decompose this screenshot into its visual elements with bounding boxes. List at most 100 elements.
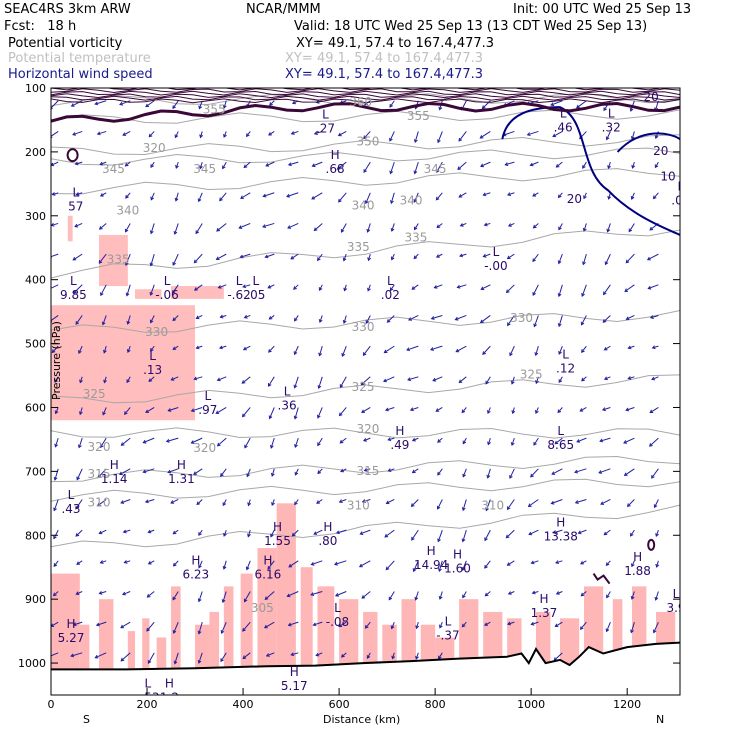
- wind-vector: [437, 529, 443, 543]
- wind-vector-head: [76, 476, 80, 481]
- wind-vector-shaft: [605, 253, 611, 265]
- wind-vector-shaft: [576, 437, 587, 443]
- wind-vector: [461, 560, 467, 572]
- wind-vector-shaft: [436, 223, 443, 228]
- y-tick-label: 500: [25, 338, 46, 351]
- wind-vector-head: [268, 349, 272, 353]
- extremum-value: .55: [57, 711, 76, 725]
- wind-vector-shaft: [624, 468, 635, 476]
- wind-vector-shaft: [385, 560, 395, 570]
- wind-vector-head: [149, 319, 154, 324]
- wind-vector-head: [149, 262, 154, 267]
- low-marker: L: [284, 384, 291, 398]
- wind-vector-shaft: [268, 131, 275, 136]
- wind-vector: [76, 468, 83, 481]
- isentrope-label: 355: [407, 109, 430, 123]
- wind-vector-shaft: [123, 529, 131, 533]
- wind-vector: [99, 192, 107, 197]
- wind-vector-shaft: [174, 131, 179, 138]
- wind-vector: [384, 529, 395, 538]
- wind-vector: [509, 345, 515, 357]
- wind-vector-shaft: [462, 437, 467, 444]
- wind-vector: [98, 590, 107, 595]
- wind-vector: [552, 131, 563, 138]
- wind-vector: [287, 161, 299, 167]
- wind-vector: [365, 315, 371, 325]
- wind-vector: [409, 406, 419, 412]
- wind-vector-head: [367, 287, 371, 292]
- wind-vector: [603, 284, 611, 296]
- wind-vector-shaft: [124, 407, 131, 415]
- wind-vector-shaft: [97, 130, 107, 135]
- wind-vector-head: [198, 532, 202, 536]
- wind-vector: [223, 131, 227, 138]
- wind-vector-head: [100, 444, 104, 449]
- wind-vector-head: [172, 346, 177, 350]
- isentrope-label: 345: [424, 162, 447, 176]
- wind-vector: [174, 131, 179, 139]
- wind-vector-head: [165, 438, 170, 443]
- wind-vector-shaft: [172, 253, 179, 266]
- wind-vector: [652, 192, 659, 200]
- wind-vector-shaft: [414, 223, 419, 230]
- wind-vector-shaft: [390, 161, 395, 174]
- wind-vector-shaft: [625, 253, 635, 264]
- wind-vector-head: [48, 287, 51, 290]
- wind-vector: [438, 560, 443, 573]
- wind-vector: [197, 652, 203, 664]
- wind-vector-shaft: [291, 130, 299, 135]
- wind-vector-shaft: [51, 131, 59, 137]
- wind-vector: [318, 284, 323, 292]
- wind-vector: [339, 376, 347, 389]
- wind-vector: [124, 223, 131, 233]
- wind-vector-shaft: [415, 652, 419, 660]
- wind-vector: [506, 499, 515, 511]
- wind-vector-head: [316, 500, 321, 504]
- wind-vector-shaft: [460, 222, 467, 227]
- wind-vector-shaft: [198, 560, 203, 568]
- wind-vector-shaft: [287, 591, 299, 597]
- wind-vector: [550, 100, 563, 107]
- wind-vector-shaft: [313, 621, 323, 626]
- wind-vector-shaft: [150, 223, 155, 234]
- legend-potential-temperature: Potential temperature: [8, 51, 151, 66]
- isentrope-340: [51, 168, 680, 195]
- wind-vector: [173, 223, 179, 235]
- wind-vector-head: [338, 198, 342, 203]
- wind-vector: [271, 499, 275, 506]
- extremum-value: -.08: [326, 615, 349, 629]
- wind-vector: [293, 407, 299, 420]
- forecast-hour: Fcst: 18 h: [4, 19, 76, 34]
- wind-vector: [149, 284, 155, 296]
- wind-vector: [391, 652, 396, 660]
- wind-vector-shaft: [480, 315, 491, 323]
- wind-vector: [386, 315, 395, 323]
- wind-vector: [411, 529, 419, 541]
- wind-vector: [196, 499, 203, 506]
- wind-vector-shaft: [310, 591, 323, 596]
- wind-vector: [48, 284, 59, 290]
- wind-vector-shaft: [196, 315, 203, 319]
- wind-vector-head: [485, 507, 489, 512]
- high-marker: H: [66, 617, 75, 631]
- wind-vector-head: [76, 561, 81, 565]
- wind-vector: [654, 161, 659, 169]
- wind-vector: [385, 560, 395, 571]
- wind-vector: [146, 591, 155, 598]
- wind-vector-shaft: [604, 376, 611, 380]
- wind-vector: [484, 560, 491, 569]
- wind-vector-head: [487, 441, 491, 446]
- wind-vector-shaft: [103, 376, 107, 383]
- wind-vector-head: [627, 345, 632, 350]
- wind-vector-shaft: [194, 376, 203, 380]
- wind-vector-head: [193, 376, 198, 381]
- wind-vector-shaft: [583, 223, 587, 232]
- wind-vector-shaft: [143, 437, 155, 444]
- low-marker: L: [557, 424, 564, 438]
- wind-vector: [150, 192, 155, 201]
- wind-vector: [242, 284, 251, 289]
- wind-vector-head: [361, 499, 366, 503]
- wind-vector: [239, 253, 251, 259]
- wind-vector: [53, 468, 59, 481]
- wind-vector-shaft: [314, 130, 323, 135]
